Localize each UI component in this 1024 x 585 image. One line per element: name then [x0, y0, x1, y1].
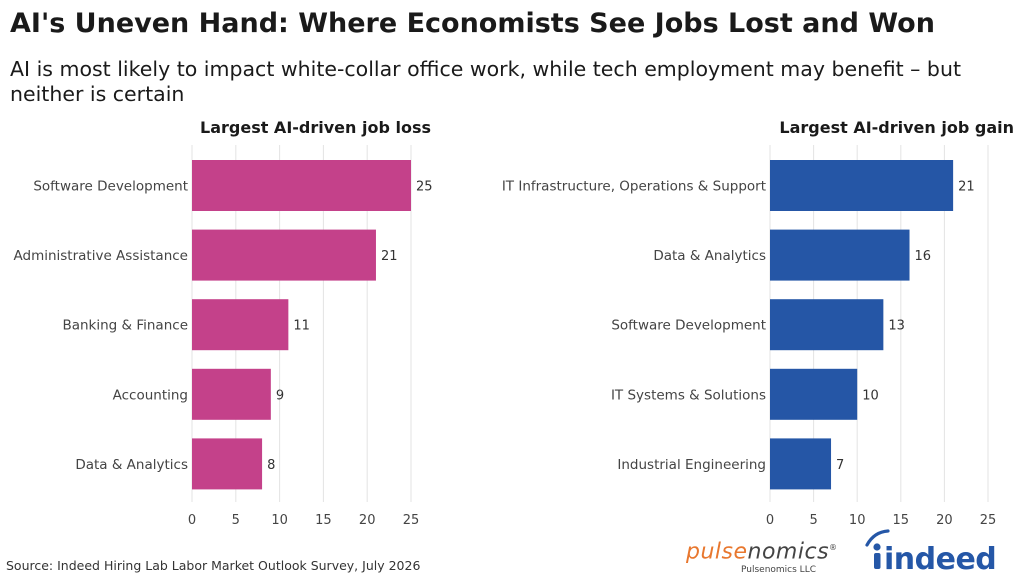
bar-gain-1	[770, 229, 910, 281]
x-tick-label-loss-10: 10	[271, 513, 288, 528]
value-label-loss-0: 25	[416, 180, 433, 195]
category-label-gain-1: Data & Analytics	[653, 248, 766, 264]
category-label-loss-0: Software Development	[33, 179, 188, 195]
x-tick-label-gain-5: 5	[809, 513, 817, 528]
value-label-loss-3: 9	[276, 388, 284, 403]
category-label-gain-4: Industrial Engineering	[617, 457, 766, 473]
chart-title: AI's Uneven Hand: Where Economists See J…	[10, 8, 935, 39]
value-label-loss-4: 8	[267, 458, 275, 473]
value-label-gain-0: 21	[958, 180, 975, 195]
indeed-wordmark: indeed	[884, 542, 996, 572]
x-tick-label-gain-20: 20	[936, 513, 953, 528]
value-label-gain-1: 16	[915, 249, 932, 264]
bar-loss-1	[192, 229, 376, 281]
x-tick-label-loss-15: 15	[315, 513, 332, 528]
category-label-loss-2: Banking & Finance	[62, 318, 188, 334]
bar-loss-2	[192, 299, 289, 351]
category-label-loss-1: Administrative Assistance	[14, 248, 189, 264]
bar-loss-0	[192, 160, 411, 211]
category-label-loss-4: Data & Analytics	[75, 457, 188, 473]
x-tick-label-gain-10: 10	[849, 513, 866, 528]
category-label-loss-3: Accounting	[113, 387, 188, 403]
category-label-gain-2: Software Development	[611, 318, 766, 334]
category-label-gain-0: IT Infrastructure, Operations & Support	[502, 179, 766, 195]
value-label-gain-2: 13	[888, 319, 905, 334]
pulsenomics-wordmark-part1: pulse	[686, 539, 748, 565]
bar-gain-2	[770, 299, 884, 351]
x-tick-label-gain-25: 25	[980, 513, 997, 528]
pulsenomics-registered-mark: ®	[829, 543, 838, 552]
pulsenomics-wordmark: pulsenomics®	[686, 536, 846, 564]
indeed-logo: indeed	[865, 529, 997, 572]
value-label-gain-3: 10	[862, 388, 879, 403]
bar-gain-3	[770, 368, 858, 420]
bar-loss-3	[192, 368, 271, 420]
source-note: Source: Indeed Hiring Lab Labor Market O…	[6, 558, 421, 573]
bar-gain-0	[770, 160, 954, 211]
value-label-loss-1: 21	[381, 249, 398, 264]
bar-loss-4	[192, 438, 263, 490]
panel-title-loss: Largest AI-driven job loss	[200, 118, 431, 137]
pulsenomics-wordmark-part2: nomics	[747, 539, 830, 565]
bar-gain-4	[770, 438, 832, 490]
x-tick-label-loss-0: 0	[188, 513, 196, 528]
chart-subtitle: AI is most likely to impact white-collar…	[10, 57, 961, 106]
x-tick-label-loss-5: 5	[232, 513, 240, 528]
x-tick-label-loss-20: 20	[359, 513, 376, 528]
value-label-gain-4: 7	[836, 458, 844, 473]
x-tick-label-gain-0: 0	[766, 513, 774, 528]
pulsenomics-logo: pulsenomics® Pulsenomics LLC	[686, 536, 846, 576]
x-tick-label-loss-25: 25	[403, 513, 420, 528]
category-label-gain-3: IT Systems & Solutions	[611, 387, 766, 403]
value-label-loss-2: 11	[293, 319, 310, 334]
x-tick-label-gain-15: 15	[893, 513, 910, 528]
pulsenomics-sub: Pulsenomics LLC	[741, 565, 816, 576]
panel-title-gain: Largest AI-driven job gain	[779, 118, 1014, 137]
